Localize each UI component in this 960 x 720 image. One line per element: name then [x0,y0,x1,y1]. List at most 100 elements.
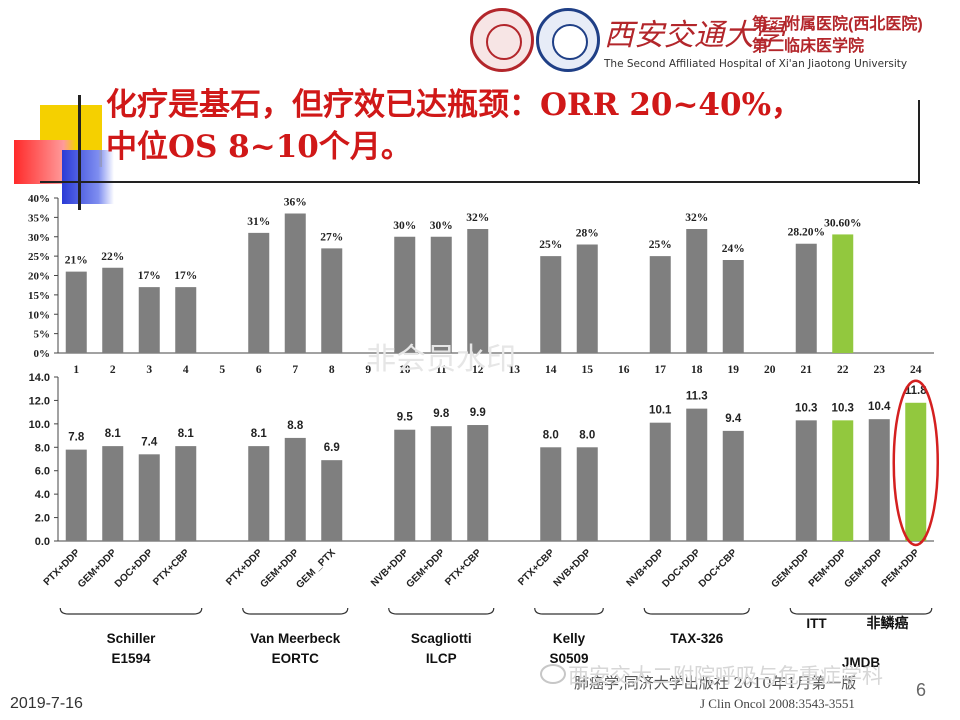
os-bar [540,447,562,541]
orr-x-tick-label: 13 [509,364,521,376]
os-x-tick-label: PTX+CBP [443,547,484,588]
orr-x-tick-label: 19 [728,364,740,376]
orr-x-tick-label: 24 [910,364,922,376]
os-bar [65,449,87,541]
deco-blue-block [62,150,114,204]
orr-bar [321,248,343,353]
os-data-label: 10.3 [795,402,817,414]
deco-right-line [918,100,920,184]
os-bar [138,454,160,541]
os-x-tick-label: DOC+CBP [697,547,740,590]
orr-x-tick-label: 6 [256,364,262,376]
orr-data-label: 17% [138,270,161,282]
orr-bar [175,287,197,353]
orr-x-tick-label: 23 [874,364,886,376]
os-x-tick-label: GEM+DDP [769,547,812,590]
deco-horizontal-line [40,181,920,183]
os-data-label: 8.1 [178,428,195,440]
study-name: Kelly [553,631,586,646]
os-y-tick-label: 4.0 [35,489,50,501]
os-data-label: 9.9 [470,407,486,419]
study-groups: Schiller E1594 Van Meerbeck EORTC Scagliotti… [59,607,933,670]
jmdb-itt-label: ITT [806,616,827,631]
jmdb-nonsquamous-label: 非鳞癌 [867,615,909,632]
orr-y-tick-label: 20% [28,271,50,283]
os-y-tick-label: 2.0 [35,513,50,525]
os-bar [832,420,854,541]
university-seal-logo [470,8,534,72]
os-data-label: 6.9 [324,442,340,454]
orr-bar [832,234,854,353]
orr-data-label: 25% [649,239,672,251]
orr-bar [540,256,562,353]
orr-x-tick-label: 16 [618,364,630,376]
study-bracket [534,607,604,615]
orr-bar [686,229,708,353]
study-cooperative-group: E1594 [111,651,151,666]
study-cooperative-group: S0509 [549,651,588,666]
orr-x-tick-label: 22 [837,364,849,376]
study-bracket [242,607,349,615]
os-bar [284,437,306,541]
watermark-center: 非会员水印 [366,343,516,376]
orr-bar [649,256,671,353]
os-bar [430,426,452,541]
watermark-text: 西安交大二附院呼吸与危重症学科 [568,665,883,688]
title-line-2: 中位OS 8~10个月。 [106,129,412,165]
orr-data-label: 27% [320,231,343,243]
orr-x-tick-label: 14 [545,364,557,376]
os-data-label: 9.8 [433,408,450,420]
orr-data-label: 24% [722,243,745,255]
orr-chart: 0% 5% 10% 15% 20% 25% 30% 35% 40% 1 21% 2 22% 3 17% 4 17… [28,193,934,376]
orr-x-tick-label: 8 [329,364,335,376]
title-line-1: 化疗是基石，但疗效已达瓶颈：ORR 20~40%， [106,87,803,123]
college-name: 第二临床医学院 [752,38,865,55]
orr-bar [795,243,817,353]
os-x-tick-label: PTX+CBP [151,547,192,588]
reference-journal: J Clin Oncol 2008:3543-3551 [700,696,855,711]
orr-data-label: 30% [393,220,416,232]
orr-x-tick-label: 9 [365,364,371,376]
os-data-label: 8.1 [105,428,122,440]
slide-date: 2019-7-16 [10,695,83,712]
orr-data-label: 30% [430,220,453,232]
orr-data-label: 30.60% [824,217,861,229]
orr-bar [576,244,598,353]
orr-bar [248,232,270,353]
orr-x-tick-label: 7 [292,364,298,376]
os-x-tick-label: GEM+DDP [76,547,119,590]
study-name: TAX-326 [670,631,724,646]
study-bracket [388,607,495,615]
orr-data-label: 22% [101,251,124,263]
os-x-tick-label: GEM+DDP [842,547,885,590]
os-data-label: 10.4 [868,401,891,413]
os-y-tick-label: 6.0 [35,466,50,478]
page-number: 6 [916,680,927,700]
orr-x-tick-label: 21 [801,364,813,376]
os-data-label: 9.4 [725,413,742,425]
orr-x-tick-label: 3 [146,364,152,376]
os-bar [868,419,890,541]
os-x-tick-label: PEM+DDP [880,547,922,589]
orr-y-tick-label: 35% [28,212,50,224]
orr-bar [65,271,87,353]
orr-data-label: 32% [466,212,489,224]
highlight-circle [892,379,939,547]
slide-title: 化疗是基石，但疗效已达瓶颈：ORR 20~40%， 中位OS 8~10个月。 [106,84,926,168]
os-bar [905,402,927,541]
os-bar [686,408,708,541]
orr-y-tick-label: 0% [34,348,51,360]
orr-x-tick-label: 11 [436,364,447,376]
os-bar [248,446,270,541]
hospital-header: 西安交通大學 第二附属医院(西北医院) 第二临床医学院 The Second A… [470,8,950,78]
orr-bar [394,236,416,353]
orr-data-label: 28% [576,228,599,240]
os-data-label: 10.1 [649,405,672,417]
study-name: Van Meerbeck [250,631,341,646]
university-name: 西安交通大學 [604,18,784,53]
os-data-label: 7.4 [141,436,158,448]
orr-data-label: 17% [174,270,197,282]
orr-y-tick-label: 15% [28,290,50,302]
os-data-label: 9.5 [397,412,414,424]
